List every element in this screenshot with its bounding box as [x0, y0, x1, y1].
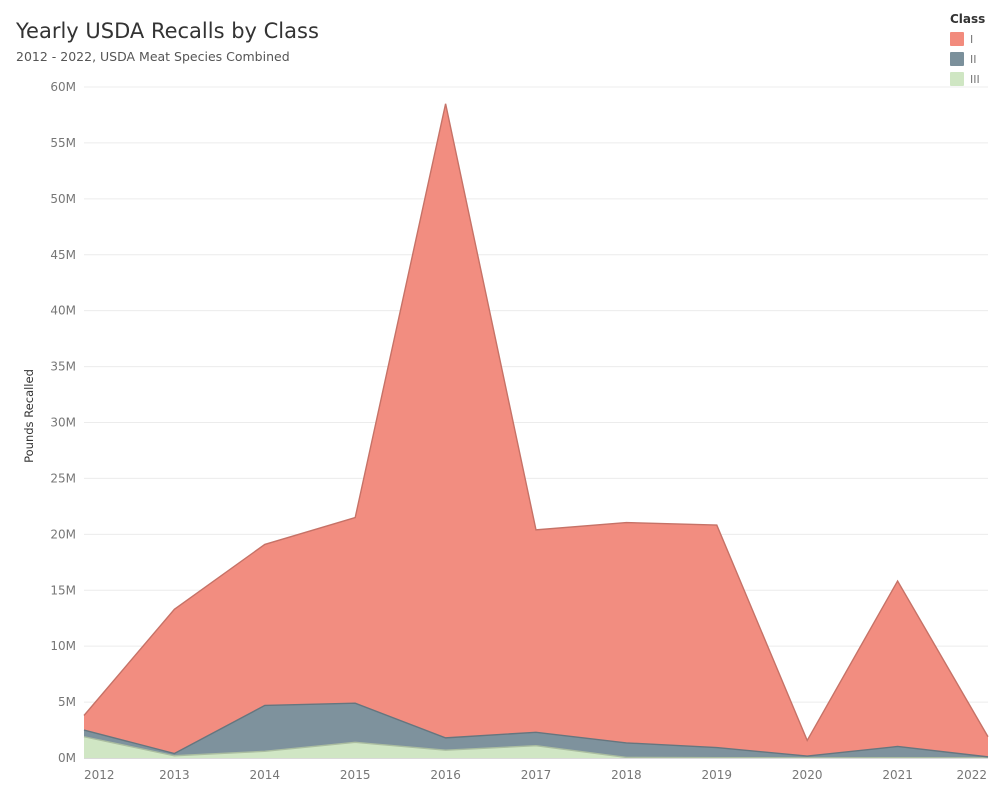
y-tick-label: 20M	[50, 527, 76, 541]
area-class-i[interactable]	[84, 103, 988, 757]
legend-swatch-class-iii	[950, 72, 964, 86]
x-tick-label: 2013	[159, 768, 190, 782]
y-tick-label: 50M	[50, 192, 76, 206]
y-tick-label: 25M	[50, 471, 76, 485]
legend-title: Class	[950, 12, 986, 26]
legend-label-class-i: I	[970, 32, 974, 46]
x-tick-label: 2020	[792, 768, 823, 782]
axis-layer: 0M 5M 10M 15M 20M 25M 30M 35M 40M 45M 50M 55M 60M 201…	[50, 80, 988, 782]
y-tick-label: 40M	[50, 304, 76, 318]
chart-title: Yearly USDA Recalls by Class	[16, 19, 319, 43]
x-tick-label: 2012	[84, 768, 115, 782]
x-tick-label: 2014	[250, 768, 281, 782]
chart-subtitle: 2012 - 2022, USDA Meat Species Combined	[16, 49, 290, 64]
area-class-iii[interactable]	[84, 736, 988, 758]
legend-item-class-i[interactable]: I	[950, 29, 998, 49]
area-edge-class-iii	[83, 736, 989, 759]
y-tick-label: 10M	[50, 639, 76, 653]
x-tick-label: 2022	[956, 768, 987, 782]
line-layer	[83, 103, 989, 759]
y-tick-label: 5M	[58, 695, 76, 709]
x-tick-label: 2021	[882, 768, 913, 782]
legend-label-class-ii: II	[970, 52, 977, 66]
y-tick-label: 30M	[50, 416, 76, 430]
x-tick-label: 2019	[702, 768, 733, 782]
y-tick-label: 60M	[50, 80, 76, 94]
legend-item-class-ii[interactable]: II	[950, 49, 998, 69]
y-tick-label: 0M	[58, 751, 76, 765]
area-layer	[84, 103, 988, 758]
y-tick-label: 45M	[50, 248, 76, 262]
y-tick-label: 15M	[50, 583, 76, 597]
legend: Class I II III	[950, 12, 998, 89]
area-edge-class-ii	[83, 702, 989, 758]
x-tick-label: 2018	[611, 768, 642, 782]
area-class-ii[interactable]	[84, 703, 988, 758]
legend-label-class-iii: III	[970, 72, 980, 86]
legend-swatch-class-i	[950, 32, 964, 46]
x-tick-label: 2015	[340, 768, 371, 782]
legend-swatch-class-ii	[950, 52, 964, 66]
x-tick-label: 2017	[521, 768, 552, 782]
y-tick-label: 35M	[50, 360, 76, 374]
area-edge-class-i	[83, 103, 989, 743]
x-tick-label: 2016	[430, 768, 461, 782]
y-tick-label: 55M	[50, 136, 76, 150]
legend-item-class-iii[interactable]: III	[950, 69, 998, 89]
